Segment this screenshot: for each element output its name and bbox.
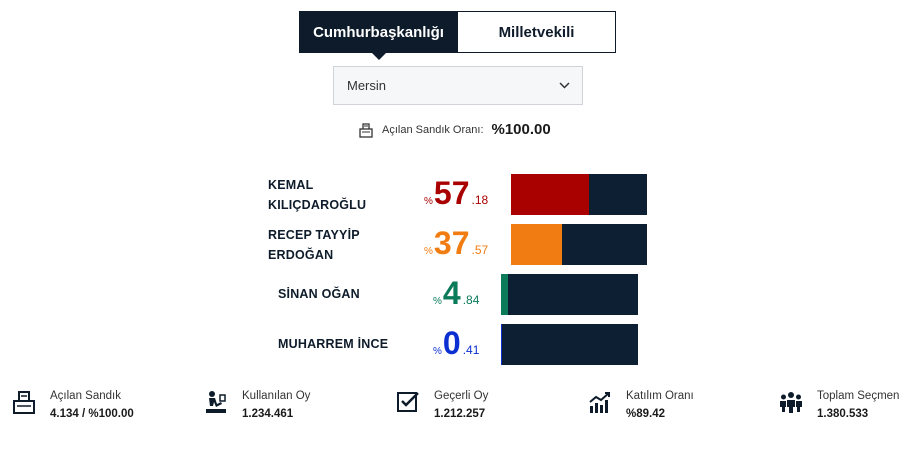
percent-integer: 4 [442,275,461,311]
percent-integer: 0 [442,325,461,361]
vote-share-bar [511,174,647,215]
candidate-percentage: % 37.57 [424,227,488,259]
vote-share-bar [511,224,647,265]
stat-ballot-box: Açılan Sandık 4.134 / %100.00 [12,388,134,422]
stat-voter: Kullanılan Oy 1.234.461 [204,388,310,422]
ballot-ratio: Açılan Sandık Oranı: %100.00 [358,121,551,138]
candidate-name: MUHARREM İNCE [278,334,388,354]
percent-symbol: % [424,246,433,257]
ballot-box-icon [12,390,38,416]
stat-label: Kullanılan Oy [242,390,311,402]
candidate-row: RECEP TAYYİP ERDOĞAN% 37.57 [0,224,916,265]
candidate-name-line1: KEMAL [268,178,314,192]
ballot-ratio-label: Açılan Sandık Oranı: [382,123,484,136]
stat-label: Geçerli Oy [434,390,489,402]
tab-presidential[interactable]: Cumhurbaşkanlığı [300,12,457,60]
stat-checkbox: Geçerli Oy 1.212.257 [396,388,488,422]
stat-label: Toplam Seçmen [817,390,900,402]
candidate-percentage: % 0.41 [433,327,479,359]
vote-share-bar [501,324,638,365]
candidate-row: SİNAN OĞAN% 4.84 [0,274,916,315]
voter-icon [204,390,230,416]
ballot-ratio-value: %100.00 [491,121,551,138]
vote-share-fill [501,274,508,315]
candidate-percentage: % 4.84 [433,277,479,309]
vote-share-fill [511,174,589,215]
candidate-name-line2: KILIÇDAROĞLU [268,198,367,212]
candidate-name: KEMAL KILIÇDAROĞLU [268,175,366,215]
ballot-box-icon [358,122,374,138]
candidate-name-line2: ERDOĞAN [268,248,334,262]
vote-share-fill [511,224,562,265]
candidate-row: MUHARREM İNCE% 0.41 [0,324,916,365]
percent-symbol: % [433,296,442,307]
stat-value: 1.212.257 [434,408,486,420]
stat-people-group: Toplam Seçmen 1.380.533 [779,388,899,422]
chevron-down-icon [558,80,570,92]
stat-label: Katılım Oranı [626,390,694,402]
vote-share-fill [501,324,502,365]
percent-decimal: .57 [471,243,489,257]
tab-parliament[interactable]: Milletvekili [457,12,615,52]
percent-integer: 57 [433,175,470,211]
election-type-tabs: Cumhurbaşkanlığı Milletvekili [299,11,616,60]
checkbox-icon [396,390,422,416]
candidate-name-line1: SİNAN OĞAN [278,287,360,301]
candidate-name-line1: MUHARREM İNCE [278,337,389,351]
province-select[interactable]: Mersin [333,66,583,105]
candidate-name-line1: RECEP TAYYİP [268,228,360,242]
stat-value: %89.42 [626,408,666,420]
stat-label: Açılan Sandık [50,390,121,402]
percent-decimal: .18 [471,193,489,207]
candidate-percentage: % 57.18 [424,177,488,209]
candidate-row: KEMAL KILIÇDAROĞLU% 57.18 [0,174,916,215]
percent-symbol: % [433,346,442,357]
candidate-name: SİNAN OĞAN [278,284,360,304]
percent-decimal: .41 [462,343,480,357]
percent-integer: 37 [433,225,470,261]
stat-value: 4.134 / %100.00 [50,408,134,420]
people-group-icon [779,390,805,416]
stat-value: 1.234.461 [242,408,294,420]
percent-symbol: % [424,196,433,207]
vote-share-bar [501,274,638,315]
percent-decimal: .84 [462,293,480,307]
candidate-name: RECEP TAYYİP ERDOĞAN [268,225,360,265]
stat-value: 1.380.533 [817,408,869,420]
province-select-value: Mersin [347,78,387,93]
stat-growth-chart: Katılım Oranı %89.42 [588,388,694,422]
growth-chart-icon [588,390,614,416]
